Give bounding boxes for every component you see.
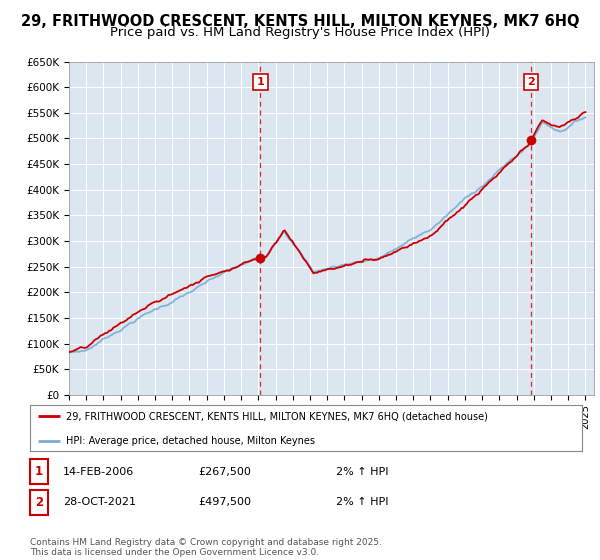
Text: Contains HM Land Registry data © Crown copyright and database right 2025.
This d: Contains HM Land Registry data © Crown c… bbox=[30, 538, 382, 557]
Text: £497,500: £497,500 bbox=[198, 497, 251, 507]
Text: 1: 1 bbox=[257, 77, 264, 87]
Text: 2: 2 bbox=[527, 77, 535, 87]
Text: 14-FEB-2006: 14-FEB-2006 bbox=[63, 466, 134, 477]
Text: 1: 1 bbox=[35, 465, 43, 478]
Text: 2: 2 bbox=[35, 496, 43, 509]
Text: 2% ↑ HPI: 2% ↑ HPI bbox=[336, 497, 389, 507]
Text: 29, FRITHWOOD CRESCENT, KENTS HILL, MILTON KEYNES, MK7 6HQ (detached house): 29, FRITHWOOD CRESCENT, KENTS HILL, MILT… bbox=[66, 412, 488, 421]
Text: 29, FRITHWOOD CRESCENT, KENTS HILL, MILTON KEYNES, MK7 6HQ: 29, FRITHWOOD CRESCENT, KENTS HILL, MILT… bbox=[21, 14, 579, 29]
Text: £267,500: £267,500 bbox=[198, 466, 251, 477]
Text: 2% ↑ HPI: 2% ↑ HPI bbox=[336, 466, 389, 477]
Text: HPI: Average price, detached house, Milton Keynes: HPI: Average price, detached house, Milt… bbox=[66, 436, 315, 446]
Text: Price paid vs. HM Land Registry's House Price Index (HPI): Price paid vs. HM Land Registry's House … bbox=[110, 26, 490, 39]
Text: 28-OCT-2021: 28-OCT-2021 bbox=[63, 497, 136, 507]
